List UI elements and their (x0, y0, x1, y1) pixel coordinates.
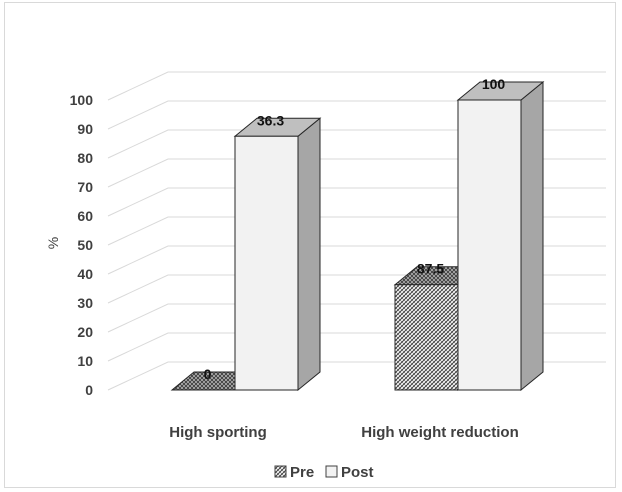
gridline (107, 71, 606, 101)
bar-side-post (297, 117, 321, 392)
y-axis-label: % (45, 237, 61, 249)
y-tick-label: 40 (77, 266, 93, 282)
legend-label-pre: Pre (290, 464, 314, 481)
y-tick-label: 50 (77, 237, 93, 253)
legend-swatch-pre (274, 465, 287, 478)
bar-post (457, 99, 522, 391)
legend-label-post: Post (341, 464, 374, 481)
y-axis-ticks: 0 10 20 30 40 50 60 70 80 90 100 (70, 92, 94, 398)
y-tick-label: 90 (77, 121, 93, 137)
data-label: 36.3 (257, 112, 284, 128)
data-labels: 0 36.3 87.5 100 (204, 76, 506, 382)
y-tick-label: 60 (77, 208, 93, 224)
x-category-label: High weight reduction (361, 424, 519, 441)
legend-swatch-post (325, 465, 338, 478)
y-tick-label: 30 (77, 295, 93, 311)
data-label: 100 (482, 76, 506, 92)
bar-post (234, 135, 299, 391)
x-axis-categories: High sporting High weight reduction (169, 424, 519, 441)
bars (170, 80, 545, 392)
bar-pre (394, 284, 459, 391)
y-tick-label: 100 (70, 92, 94, 108)
bar-side-post (520, 80, 544, 392)
y-tick-label: 70 (77, 179, 93, 195)
data-label: 0 (204, 366, 212, 382)
legend: Pre Post (274, 464, 374, 481)
data-label: 87.5 (417, 261, 444, 277)
x-category-label: High sporting (169, 424, 267, 441)
y-tick-label: 10 (77, 353, 93, 369)
y-tick-label: 20 (77, 324, 93, 340)
y-tick-label: 80 (77, 150, 93, 166)
y-tick-label: 0 (85, 382, 93, 398)
